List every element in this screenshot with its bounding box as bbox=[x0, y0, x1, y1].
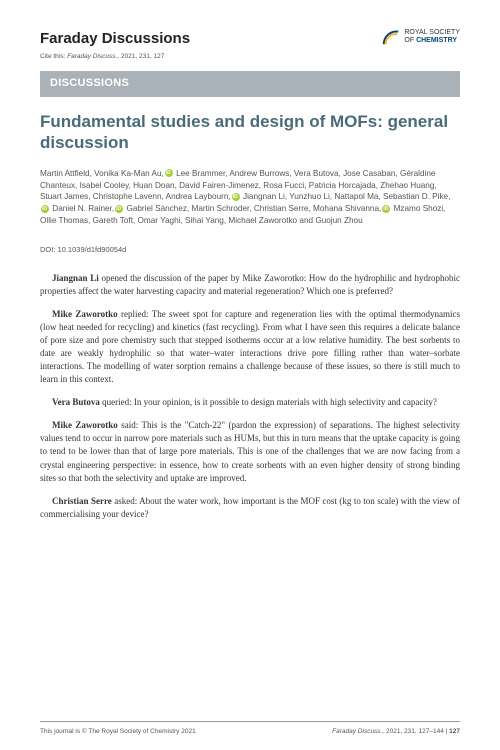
cite-journal: Faraday Discuss., bbox=[67, 53, 119, 60]
author-list: Martin Attfield, Vonika Ka-Man Au, Lee B… bbox=[40, 168, 460, 227]
doi: DOI: 10.1039/d1fd90054d bbox=[40, 245, 460, 256]
journal-block: Faraday Discussions Cite this: Faraday D… bbox=[40, 28, 190, 61]
article-body: Jiangnan Li opened the discussion of the… bbox=[40, 272, 460, 521]
orcid-icon bbox=[41, 205, 49, 213]
cite-line: Cite this: Faraday Discuss., 2021, 231, … bbox=[40, 52, 190, 61]
copyright: This journal is © The Royal Society of C… bbox=[40, 727, 196, 736]
logo-line2: OF CHEMISTRY bbox=[404, 37, 460, 45]
speaker-name: Mike Zaworotko bbox=[52, 309, 118, 319]
discussion-paragraph: Christian Serre asked: About the water w… bbox=[40, 495, 460, 521]
orcid-icon bbox=[115, 205, 123, 213]
logo-line1: ROYAL SOCIETY bbox=[404, 29, 460, 37]
article-title: Fundamental studies and design of MOFs: … bbox=[40, 111, 460, 154]
orcid-icon bbox=[165, 169, 173, 177]
page-header: Faraday Discussions Cite this: Faraday D… bbox=[40, 28, 460, 61]
discussion-paragraph: Mike Zaworotko replied: The sweet spot f… bbox=[40, 308, 460, 386]
publisher-logo: ROYAL SOCIETY OF CHEMISTRY bbox=[382, 28, 460, 46]
speaker-name: Vera Butova bbox=[52, 397, 100, 407]
discussion-paragraph: Mike Zaworotko said: This is the "Catch-… bbox=[40, 419, 460, 484]
publisher-name: ROYAL SOCIETY OF CHEMISTRY bbox=[404, 29, 460, 44]
speaker-name: Mike Zaworotko bbox=[52, 420, 118, 430]
orcid-icon bbox=[232, 193, 240, 201]
cite-rest: 2021, 231, 127 bbox=[121, 53, 164, 60]
page-number: 127 bbox=[449, 728, 460, 735]
speaker-name: Jiangnan Li bbox=[52, 273, 99, 283]
section-banner: DISCUSSIONS bbox=[40, 71, 460, 97]
cite-prefix: Cite this: bbox=[40, 53, 65, 60]
page-footer: This journal is © The Royal Society of C… bbox=[40, 721, 460, 736]
journal-name: Faraday Discussions bbox=[40, 28, 190, 50]
orcid-icon bbox=[382, 205, 390, 213]
discussion-paragraph: Jiangnan Li opened the discussion of the… bbox=[40, 272, 460, 298]
discussion-paragraph: Vera Butova queried: In your opinion, is… bbox=[40, 396, 460, 409]
speaker-name: Christian Serre bbox=[52, 496, 112, 506]
rsc-arc-icon bbox=[382, 28, 400, 46]
footer-citation: Faraday Discuss., 2021, 231, 127–144 | 1… bbox=[332, 727, 460, 736]
